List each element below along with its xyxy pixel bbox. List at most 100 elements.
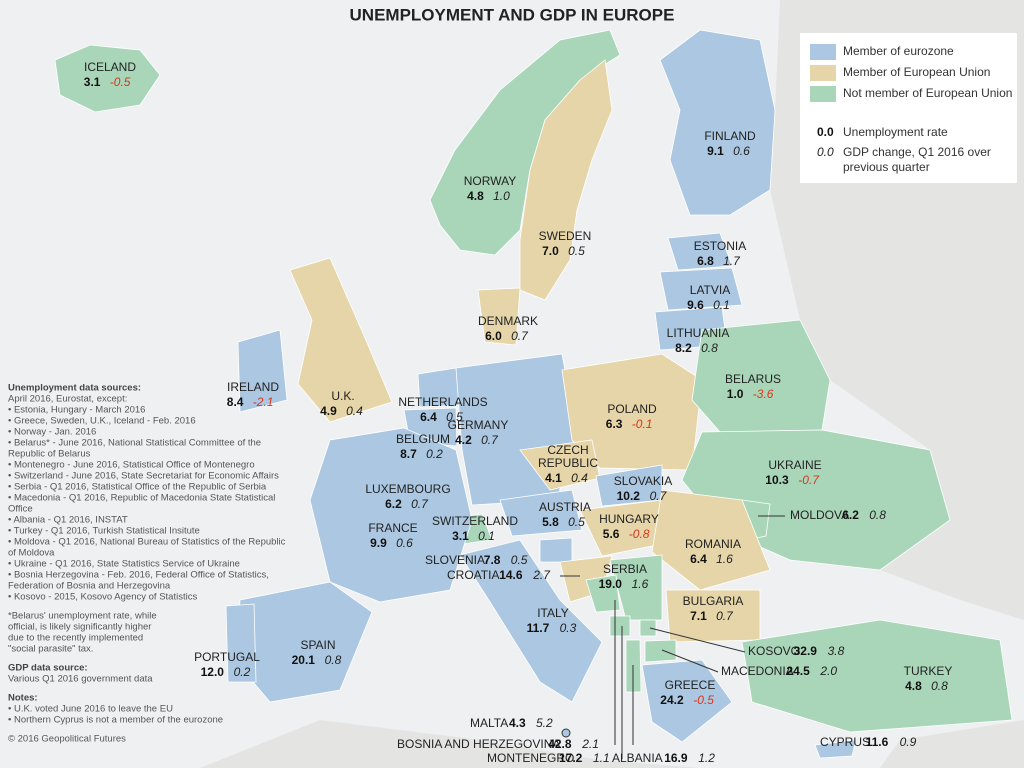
country-shape — [651, 489, 771, 591]
unemployment-rate: 4.3 — [509, 716, 526, 730]
source-line: April 2016, Eurostat, except: — [8, 394, 127, 405]
country-name: CROATIA — [447, 568, 499, 582]
gdp-change: 0.1 — [478, 529, 495, 543]
unemployment-rate: 8.2 — [675, 341, 692, 355]
source-line: of Moldova — [8, 548, 55, 559]
gdp-change: 0.5 — [568, 515, 585, 529]
unemployment-rate: 3.1 — [84, 75, 101, 89]
unemployment-rate: 9.6 — [687, 298, 704, 312]
unemployment-rate: 6.0 — [485, 329, 502, 343]
gdp-change: 0.7 — [411, 497, 429, 511]
country-name: CYPRUS — [820, 735, 870, 749]
country-name: FINLAND — [704, 129, 756, 143]
country-shape — [585, 574, 621, 613]
legend-label: Member of European Union — [843, 65, 990, 79]
legend-sample: 0.0 — [817, 125, 834, 139]
gdp-change: 0.7 — [716, 609, 734, 623]
unemployment-rate: 32.9 — [794, 644, 818, 658]
source-line: • Bosnia Herzegovina - Feb. 2016, Federa… — [8, 570, 269, 581]
country-name: POLAND — [607, 402, 657, 416]
unemployment-rate: 6.4 — [690, 552, 707, 566]
gdp-change: 0.7 — [481, 433, 499, 447]
gdp-change: 1.2 — [698, 751, 715, 765]
unemployment-rate: 10.3 — [765, 473, 789, 487]
country-name: DENMARK — [478, 314, 538, 328]
country-name: ICELAND — [84, 60, 136, 74]
gdp-change: 1.6 — [716, 552, 733, 566]
unemployment-rate: 14.6 — [499, 568, 523, 582]
gdp-change: 0.7 — [511, 329, 529, 343]
legend-label: Member of eurozone — [843, 44, 954, 58]
gdp-change: 0.5 — [511, 553, 528, 567]
country-name: LUXEMBOURG — [365, 482, 450, 496]
country-shape — [659, 29, 776, 216]
unemployment-rate: 6.2 — [385, 497, 402, 511]
gdp-change: 0.2 — [234, 665, 251, 679]
note-line: • Northern Cyprus is not a member of the… — [8, 715, 223, 726]
country-shape — [644, 639, 677, 663]
unemployment-rate: 20.1 — [292, 653, 316, 667]
country-name: TURKEY — [904, 664, 953, 678]
gdp-change: 0.7 — [650, 489, 668, 503]
gdp-change: 0.5 — [568, 244, 585, 258]
country-name: AUSTRIA — [539, 500, 591, 514]
unemployment-rate: 4.8 — [905, 679, 922, 693]
gdp-change: 0.1 — [713, 298, 730, 312]
source-line: • Macedonia - Q1 2016, Republic of Maced… — [8, 493, 275, 504]
country-shape — [289, 257, 393, 423]
country-shape — [309, 427, 473, 603]
gdp-change: 1.0 — [493, 189, 510, 203]
country-name: SWEDEN — [539, 229, 592, 243]
country-name: BELARUS — [725, 372, 781, 386]
unemployment-rate: 42.8 — [548, 737, 572, 751]
unemployment-rate: 12.0 — [201, 665, 225, 679]
country-name: FRANCE — [368, 521, 417, 535]
country-name: SLOVENIA — [425, 553, 485, 567]
country-shape — [641, 659, 733, 743]
gdp-change: -0.7 — [798, 473, 820, 487]
country-shape — [477, 287, 521, 346]
belarus-note: due to the recently implemented — [8, 633, 143, 644]
unemployment-rate: 4.9 — [320, 404, 337, 418]
leader-line — [661, 649, 719, 673]
country-name: LATVIA — [690, 283, 730, 297]
source-line: • Kosovo - 2015, Kosovo Agency of Statis… — [8, 592, 197, 603]
legend-label: Unemployment rate — [843, 125, 948, 139]
unemployment-rate: 10.2 — [617, 489, 641, 503]
gdp-change: 1.1 — [593, 751, 610, 765]
country-name: GERMANY — [448, 418, 509, 432]
country-name: SLOVAKIA — [614, 474, 672, 488]
unemployment-rate: 4.2 — [455, 433, 472, 447]
country-name: NORWAY — [464, 174, 516, 188]
unemployment-rate: 6.3 — [606, 417, 623, 431]
unemployment-rate: 8.7 — [400, 447, 417, 461]
country-shape — [225, 603, 257, 683]
country-name: BULGARIA — [683, 594, 744, 608]
legend-swatch — [810, 65, 836, 81]
gdp-change: 1.6 — [632, 577, 649, 591]
gdp-change: 0.6 — [396, 536, 413, 550]
unemployment-rate: 24.2 — [660, 693, 684, 707]
country-shape — [667, 232, 733, 271]
gdp-change: 5.2 — [536, 716, 553, 730]
country-name: IRELAND — [227, 380, 279, 394]
country-shape — [237, 329, 288, 413]
unemployment-rate: 6.8 — [697, 254, 714, 268]
title: UNEMPLOYMENT AND GDP IN EUROPE — [350, 5, 675, 24]
belarus-note: official, is likely significantly higher — [8, 622, 151, 633]
source-line: Office — [8, 504, 33, 515]
country-name: HUNGARY — [599, 512, 659, 526]
gdp-change: -2.1 — [253, 395, 274, 409]
country-name: MOLDOVA — [790, 508, 849, 522]
country-name: KOSOVO — [748, 644, 800, 658]
gdp-change: 0.2 — [426, 447, 443, 461]
gdp-change: -0.8 — [629, 527, 650, 541]
gdp-change: 0.8 — [869, 508, 886, 522]
gdp-change: 0.9 — [900, 735, 917, 749]
country-shape — [499, 489, 583, 537]
source-line: • Moldova - Q1 2016, National Bureau of … — [8, 537, 286, 548]
gdp-source: Various Q1 2016 government data — [8, 674, 153, 685]
unemployment-rate: 11.7 — [527, 621, 550, 635]
africa-land — [200, 720, 700, 768]
